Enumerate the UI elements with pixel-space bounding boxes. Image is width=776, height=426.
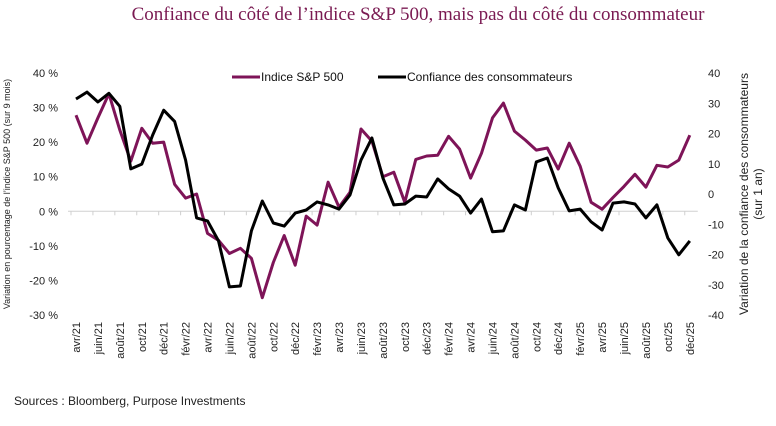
sp500-series-line <box>74 92 692 300</box>
x-tick-label: août/23 <box>378 322 390 359</box>
y-left-tick-label: 0 % <box>39 206 58 218</box>
source-note: Sources : Bloomberg, Purpose Investments <box>14 394 246 408</box>
y-right-tick-label: 40 <box>708 68 720 80</box>
y-right-tick-label: 0 <box>708 189 714 201</box>
x-tick-label: févr/23 <box>312 322 324 356</box>
x-tick-label: oct/22 <box>268 322 280 352</box>
y-left-tick-label: 30 % <box>33 103 58 115</box>
y-left-axis-title: Variation en pourcentage de l’indice S&P… <box>2 79 12 309</box>
x-tick-label: déc/23 <box>422 322 434 355</box>
x-tick-label: déc/21 <box>159 322 171 355</box>
y-right-tick-label: -10 <box>708 219 724 231</box>
x-tick-label: oct/24 <box>531 322 543 352</box>
consumer-confidence-series-line <box>75 90 691 289</box>
y-left-tick-label: -20 % <box>29 275 58 287</box>
x-tick-label: août/21 <box>115 322 127 359</box>
x-tick-label: oct/21 <box>137 322 149 352</box>
x-tick-label: déc/22 <box>290 322 302 355</box>
y-right-tick-label: -40 <box>708 310 724 322</box>
x-tick-label: déc/24 <box>553 322 565 355</box>
x-tick-label: févr/24 <box>444 322 456 356</box>
legend-label: Confiance des consommateurs <box>407 70 572 84</box>
y-left-tick-label: 40 % <box>33 68 58 80</box>
y-left-tick-label: -10 % <box>29 241 58 253</box>
y-right-tick-label: 10 <box>708 159 720 171</box>
chart-title: Confiance du côté de l’indice S&P 500, m… <box>131 4 705 25</box>
x-tick-label: juin/25 <box>619 322 631 355</box>
y-right-axis-title: (sur 1 an) <box>751 168 765 219</box>
x-tick-label: oct/23 <box>400 322 412 352</box>
y-left-tick-label: 10 % <box>33 172 58 184</box>
y-right-axis-title: Variation de la confiance des consommate… <box>737 73 751 315</box>
x-tick-label: août/24 <box>509 322 521 359</box>
y-right-tick-label: -20 <box>708 250 724 262</box>
y-right-tick-label: -30 <box>708 280 724 292</box>
y-left-tick-label: -30 % <box>29 310 58 322</box>
x-tick-label: févr/25 <box>575 322 587 356</box>
x-tick-label: avr/24 <box>466 322 478 353</box>
y-right-tick-label: 30 <box>708 98 720 110</box>
x-tick-label: avr/25 <box>597 322 609 353</box>
x-tick-label: juin/24 <box>487 322 499 355</box>
y-left-tick-label: 20 % <box>33 137 58 149</box>
x-tick-label: avr/21 <box>71 322 83 353</box>
y-right-tick-label: 20 <box>708 129 720 141</box>
x-tick-label: juin/22 <box>224 322 236 355</box>
x-tick-label: juin/23 <box>356 322 368 355</box>
x-tick-label: août/25 <box>641 322 653 359</box>
x-tick-label: déc/25 <box>685 322 697 355</box>
x-tick-label: avr/23 <box>334 322 346 353</box>
x-tick-label: août/22 <box>246 322 258 359</box>
x-tick-label: févr/22 <box>181 322 193 356</box>
x-tick-label: juin/21 <box>93 322 105 355</box>
x-tick-label: oct/25 <box>663 322 675 352</box>
legend-label: Indice S&P 500 <box>261 70 344 84</box>
x-tick-label: avr/22 <box>203 322 215 353</box>
